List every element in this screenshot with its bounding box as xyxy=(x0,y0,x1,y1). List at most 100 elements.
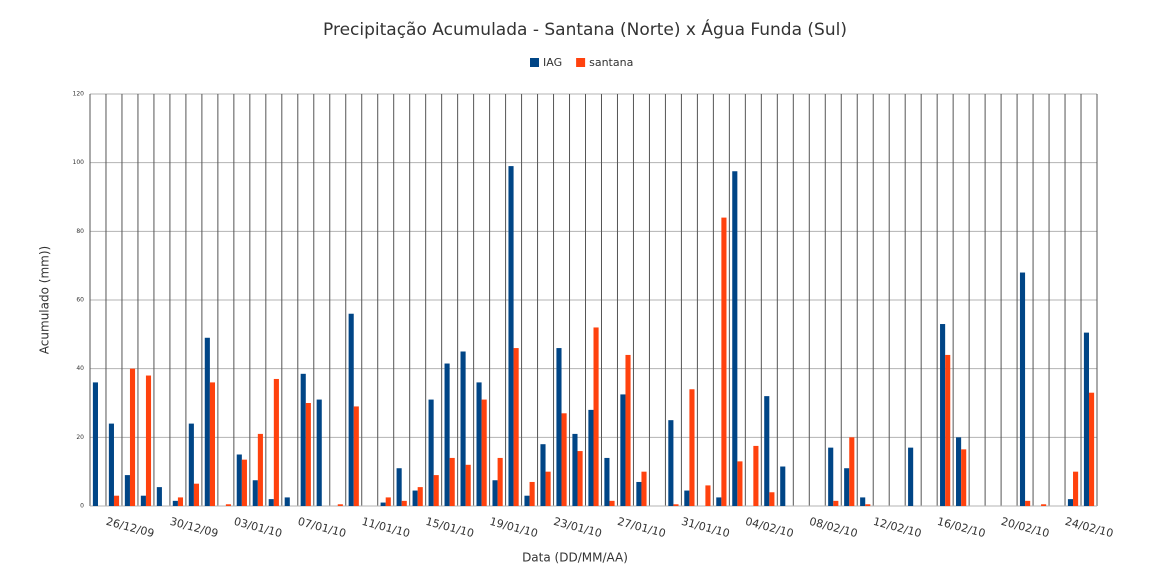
bar xyxy=(764,396,770,506)
bar xyxy=(604,457,610,506)
bar xyxy=(428,399,434,506)
bar xyxy=(945,354,951,506)
bar xyxy=(780,466,786,506)
bar xyxy=(252,480,258,506)
bar xyxy=(1025,500,1031,506)
bar xyxy=(481,399,487,506)
y-tick-label: 20 xyxy=(76,434,84,441)
bar xyxy=(956,437,962,506)
bar xyxy=(204,337,210,506)
bar xyxy=(396,468,402,506)
bar xyxy=(140,495,146,506)
bar xyxy=(353,406,359,506)
bar xyxy=(716,497,722,506)
y-tick-label: 120 xyxy=(73,91,85,98)
bar xyxy=(449,457,455,506)
bar xyxy=(508,166,514,506)
bar xyxy=(444,363,450,506)
chart-title: Precipitação Acumulada - Santana (Norte)… xyxy=(323,18,847,40)
legend-swatch xyxy=(530,58,539,67)
bar xyxy=(417,487,423,506)
legend-label: IAG xyxy=(543,56,562,69)
bar xyxy=(1019,272,1026,506)
bar xyxy=(433,475,439,506)
bar xyxy=(257,433,263,506)
bar xyxy=(732,171,738,506)
bar xyxy=(108,423,114,506)
bar xyxy=(92,382,98,506)
bar xyxy=(545,471,551,506)
y-tick-label: 60 xyxy=(76,297,84,304)
x-axis-label: Data (DD/MM/AA) xyxy=(522,551,628,565)
bar xyxy=(284,497,290,506)
bar xyxy=(193,483,200,506)
y-tick-label: 80 xyxy=(76,228,84,235)
bar xyxy=(828,447,834,506)
bar xyxy=(1073,471,1079,506)
bar xyxy=(273,378,279,506)
bar xyxy=(1041,504,1047,506)
bar xyxy=(1083,332,1090,506)
bar xyxy=(620,394,626,506)
bar xyxy=(380,502,386,506)
bar xyxy=(113,495,120,506)
bar xyxy=(556,348,562,506)
bar xyxy=(497,457,503,506)
bar xyxy=(849,437,855,506)
bar xyxy=(673,504,679,506)
bar xyxy=(572,433,578,506)
bar xyxy=(348,313,354,506)
bar xyxy=(156,487,162,506)
bar xyxy=(524,495,530,506)
bar xyxy=(401,500,407,506)
bar xyxy=(737,461,743,506)
bar xyxy=(476,382,482,506)
bar xyxy=(684,490,690,506)
y-tick-label: 40 xyxy=(76,365,84,372)
bar xyxy=(641,471,647,506)
bar xyxy=(908,447,914,506)
bar xyxy=(460,351,466,506)
bar xyxy=(172,500,178,506)
bar xyxy=(209,382,215,506)
bar xyxy=(705,485,711,506)
y-axis-label: Acumulado (mm)) xyxy=(38,246,52,354)
bar xyxy=(609,500,615,506)
bar xyxy=(268,499,274,506)
bar xyxy=(513,348,519,506)
bar xyxy=(465,464,471,506)
bar xyxy=(225,504,231,506)
bar xyxy=(588,409,594,506)
bar xyxy=(300,373,306,506)
bar xyxy=(540,444,546,506)
bar xyxy=(689,389,695,506)
bar xyxy=(769,492,775,506)
bar xyxy=(412,490,418,506)
bar xyxy=(177,497,184,506)
bar xyxy=(865,504,871,506)
y-tick-label: 100 xyxy=(73,159,85,166)
bar xyxy=(188,423,194,506)
bar xyxy=(145,375,152,506)
bar xyxy=(625,354,631,506)
bar xyxy=(337,504,343,506)
bar xyxy=(124,475,130,506)
bar xyxy=(305,403,311,506)
bar xyxy=(844,468,850,506)
bar xyxy=(529,481,535,506)
bar xyxy=(577,451,583,506)
bar xyxy=(385,497,391,506)
bar xyxy=(129,368,136,506)
bar xyxy=(241,459,247,506)
legend-swatch xyxy=(576,58,586,67)
bar xyxy=(961,449,967,506)
bar xyxy=(668,420,674,506)
bar xyxy=(1067,499,1074,506)
bar xyxy=(940,324,946,506)
bar xyxy=(636,481,642,506)
bar xyxy=(561,413,567,506)
y-tick-label: 0 xyxy=(80,503,84,510)
bar xyxy=(833,500,839,506)
legend-label: santana xyxy=(589,56,633,69)
